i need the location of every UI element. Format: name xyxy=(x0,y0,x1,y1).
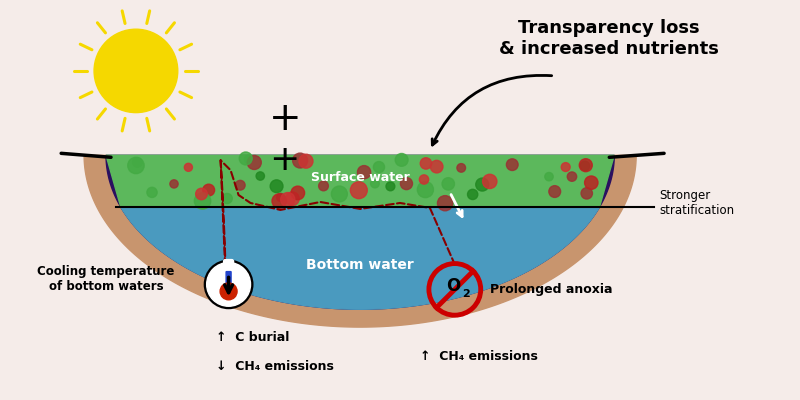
Polygon shape xyxy=(84,155,636,327)
Circle shape xyxy=(244,155,253,164)
Text: +: + xyxy=(269,100,302,138)
Text: Cooling temperature
of bottom waters: Cooling temperature of bottom waters xyxy=(38,266,174,294)
Circle shape xyxy=(256,172,265,180)
Circle shape xyxy=(196,188,207,200)
FancyBboxPatch shape xyxy=(226,272,231,288)
Text: 2: 2 xyxy=(462,289,470,299)
Circle shape xyxy=(386,182,395,191)
Circle shape xyxy=(222,194,232,204)
Polygon shape xyxy=(106,155,614,309)
Circle shape xyxy=(457,164,466,172)
Circle shape xyxy=(206,262,250,306)
Circle shape xyxy=(272,194,286,208)
Circle shape xyxy=(293,153,308,168)
Circle shape xyxy=(580,161,590,171)
Circle shape xyxy=(401,178,413,190)
Circle shape xyxy=(247,156,262,170)
Text: Transparency loss
& increased nutrients: Transparency loss & increased nutrients xyxy=(499,19,719,58)
Circle shape xyxy=(420,158,432,169)
Circle shape xyxy=(419,175,429,184)
Circle shape xyxy=(562,163,570,172)
Circle shape xyxy=(350,182,367,199)
Circle shape xyxy=(567,172,577,181)
Circle shape xyxy=(438,196,453,211)
Circle shape xyxy=(442,178,454,190)
Circle shape xyxy=(270,180,283,193)
Circle shape xyxy=(482,174,497,188)
Circle shape xyxy=(549,186,561,198)
Circle shape xyxy=(202,184,214,196)
Circle shape xyxy=(370,179,379,188)
Text: Prolonged anoxia: Prolonged anoxia xyxy=(490,283,612,296)
Circle shape xyxy=(467,189,478,200)
Text: ↑  CH₄ emissions: ↑ CH₄ emissions xyxy=(420,350,538,364)
Circle shape xyxy=(299,154,313,168)
Circle shape xyxy=(220,283,237,300)
Text: ↓  CH₄ emissions: ↓ CH₄ emissions xyxy=(216,360,334,373)
Text: O: O xyxy=(446,277,460,295)
Polygon shape xyxy=(121,207,599,309)
Circle shape xyxy=(545,172,553,181)
Circle shape xyxy=(170,180,178,188)
Circle shape xyxy=(585,176,598,189)
Circle shape xyxy=(277,193,285,202)
Circle shape xyxy=(291,186,305,200)
FancyBboxPatch shape xyxy=(224,260,234,291)
Text: Bottom water: Bottom water xyxy=(306,258,414,272)
Circle shape xyxy=(506,159,518,170)
Circle shape xyxy=(318,181,328,191)
Text: Surface water: Surface water xyxy=(310,171,410,184)
Circle shape xyxy=(358,166,370,179)
Circle shape xyxy=(579,159,592,172)
Circle shape xyxy=(133,158,142,167)
Circle shape xyxy=(194,193,210,209)
Circle shape xyxy=(418,182,434,198)
Circle shape xyxy=(395,154,408,166)
Circle shape xyxy=(374,162,385,173)
Circle shape xyxy=(286,192,299,206)
Text: ↑  C burial: ↑ C burial xyxy=(216,330,289,344)
Circle shape xyxy=(331,186,347,202)
Circle shape xyxy=(204,260,254,309)
Circle shape xyxy=(281,192,295,207)
Text: Stronger
stratification: Stronger stratification xyxy=(659,189,734,217)
Circle shape xyxy=(94,29,178,113)
Circle shape xyxy=(128,157,144,174)
Circle shape xyxy=(184,163,193,171)
Circle shape xyxy=(239,152,252,165)
Circle shape xyxy=(430,160,443,173)
Polygon shape xyxy=(106,155,614,207)
Circle shape xyxy=(147,187,157,198)
Circle shape xyxy=(476,178,489,191)
Circle shape xyxy=(235,180,245,190)
Text: +: + xyxy=(270,143,299,177)
Circle shape xyxy=(581,188,593,199)
